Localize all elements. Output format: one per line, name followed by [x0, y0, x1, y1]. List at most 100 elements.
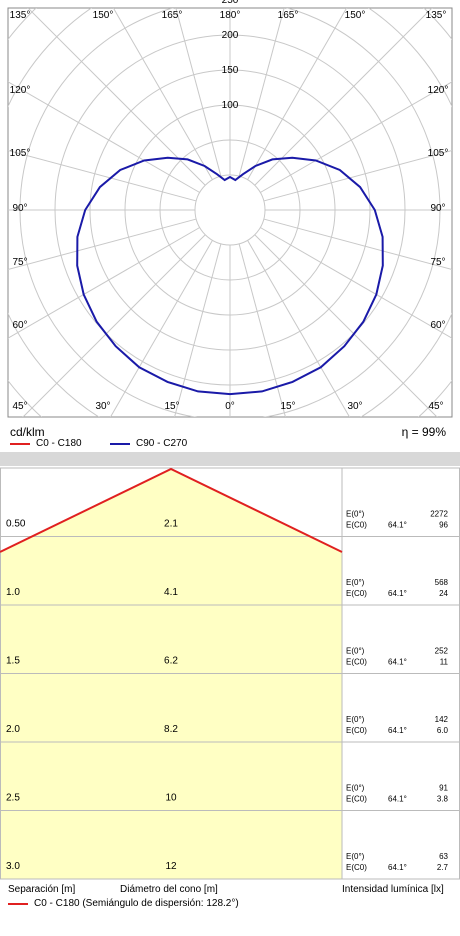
polar-diagram: 135° 150° 165° 180° 165° 150° 135° 120° 105° 90° 7…	[7, 0, 453, 418]
radial-tick-label: 200	[222, 30, 239, 41]
polar-grid-radial	[238, 8, 285, 177]
polar-grid-radial	[238, 243, 286, 417]
ec0-value: 24	[439, 589, 448, 598]
e0-label: E(0°)	[346, 715, 365, 724]
e0-value: 63	[439, 852, 448, 861]
e0-value: 2272	[430, 510, 448, 519]
illuminance-cone-panel: 0.50 2.1 E(0°) 2272 E(C0) 64.1° 96 1.0 4.1 E(0°) 5…	[0, 466, 460, 936]
units-label: cd/klm	[10, 425, 45, 439]
legend-c90-c270-label: C90 - C270	[136, 438, 188, 449]
angle-label-top: 150°	[345, 10, 366, 21]
polar-grid-circle	[194, 174, 266, 246]
series-c90-c270-curve	[76, 156, 384, 396]
cone-outline-c0-c180	[0, 467, 343, 553]
angle-label-bottom: 30°	[347, 401, 362, 412]
separation-value: 3.0	[6, 861, 20, 872]
polar-grid-radial	[8, 81, 200, 193]
angle-label-bottom: 0°	[225, 401, 235, 412]
polar-grid-radial	[254, 234, 438, 417]
diameter-value: 2.1	[164, 519, 178, 530]
polar-grid-radial	[8, 149, 197, 202]
angle-label-left: 60°	[12, 320, 27, 331]
ec0-label: E(C0)	[346, 863, 367, 872]
ec0-label: E(C0)	[346, 521, 367, 530]
e0-value: 142	[435, 715, 449, 724]
ec0-value: 11	[440, 658, 449, 667]
angle-label-bottom: 15°	[164, 401, 179, 412]
diameter-value: 10	[165, 793, 177, 804]
angle-label-right: 75°	[430, 257, 445, 268]
separation-value: 2.5	[6, 793, 20, 804]
ec0-value: 96	[439, 521, 448, 530]
polar-grid-radial	[260, 227, 452, 339]
angle-label-bottom: 15°	[280, 401, 295, 412]
e0-label: E(0°)	[346, 647, 365, 656]
e0-value: 568	[435, 578, 449, 587]
legend-red-line-icon	[10, 442, 30, 445]
half-angle-value: 64.1°	[388, 658, 407, 667]
legend-c0-c180: C0 - C180	[10, 438, 82, 449]
angle-label-top: 180°	[220, 10, 241, 21]
diameter-value: 6.2	[164, 656, 178, 667]
half-angle-value: 64.1°	[388, 521, 407, 530]
angle-label-top: 165°	[162, 10, 183, 21]
angle-label-top: 165°	[278, 10, 299, 21]
ec0-value: 2.7	[437, 863, 449, 872]
ec0-label: E(C0)	[346, 658, 367, 667]
angle-label-left: 90°	[12, 203, 27, 214]
half-angle-value: 64.1°	[388, 726, 407, 735]
angle-label-right: 120°	[428, 85, 449, 96]
e0-label: E(0°)	[346, 784, 365, 793]
polar-grid-radial	[254, 8, 433, 186]
angle-label-bottom: 30°	[95, 401, 110, 412]
angle-label-right: 60°	[430, 320, 445, 331]
polar-grid-radial	[263, 218, 452, 271]
intensity-label: Intensidad lumínica [lx]	[342, 884, 444, 895]
polar-grid-radial	[247, 240, 351, 417]
legend-c90-c270: C90 - C270	[110, 438, 187, 449]
ec0-label: E(C0)	[346, 726, 367, 735]
e0-label: E(0°)	[346, 852, 365, 861]
separation-value: 1.0	[6, 587, 20, 598]
angle-label-top: 135°	[426, 10, 447, 21]
illuminance-cone-diagram: 0.50 2.1 E(0°) 2272 E(C0) 64.1° 96 1.0 4.1 E(0°) 5…	[0, 467, 460, 880]
ec0-label: E(C0)	[346, 795, 367, 804]
angle-label-left: 105°	[10, 148, 31, 159]
angle-label-right: 90°	[430, 203, 445, 214]
half-angle-value: 64.1°	[388, 795, 407, 804]
polar-grid-radial	[8, 218, 197, 271]
diameter-value: 4.1	[164, 587, 178, 598]
polar-grid-radial	[27, 8, 206, 186]
diameter-value: 12	[165, 861, 177, 872]
polar-grid-radial	[109, 240, 213, 417]
ec0-value: 6.0	[437, 726, 449, 735]
angle-label-left: 120°	[10, 85, 31, 96]
angle-label-right: 105°	[428, 148, 449, 159]
half-angle-value: 64.1°	[388, 589, 407, 598]
e0-value: 91	[439, 784, 448, 793]
half-angle-value: 64.1°	[388, 863, 407, 872]
legend-c0-c180-label: C0 - C180	[36, 438, 82, 449]
angle-label-bottom: 45°	[12, 401, 27, 412]
e0-value: 252	[435, 647, 449, 656]
diameter-label: Diámetro del cono [m]	[120, 884, 218, 895]
separation-value: 0.50	[6, 519, 26, 530]
cone-legend: C0 - C180 (Semiángulo de dispersión: 128…	[8, 898, 239, 909]
polar-grid-radial	[112, 8, 213, 180]
angle-label-bottom: 45°	[428, 401, 443, 412]
panel-separator	[0, 452, 460, 466]
cone-legend-label: C0 - C180 (Semiángulo de dispersión: 128…	[34, 898, 239, 909]
polar-grid-radial	[22, 234, 206, 417]
polar-grid-radial	[8, 227, 200, 339]
ec0-label: E(C0)	[346, 589, 367, 598]
cone-legend-red-line-icon	[8, 902, 28, 905]
polar-grid-radial	[260, 81, 452, 193]
radial-tick-label: 100	[222, 100, 239, 111]
angle-label-top: 135°	[10, 10, 31, 21]
diameter-value: 8.2	[164, 724, 178, 735]
separation-value: 2.0	[6, 724, 20, 735]
angle-label-left: 75°	[12, 257, 27, 268]
e0-label: E(0°)	[346, 578, 365, 587]
polar-grid	[8, 8, 452, 417]
separation-value: 1.5	[6, 656, 20, 667]
